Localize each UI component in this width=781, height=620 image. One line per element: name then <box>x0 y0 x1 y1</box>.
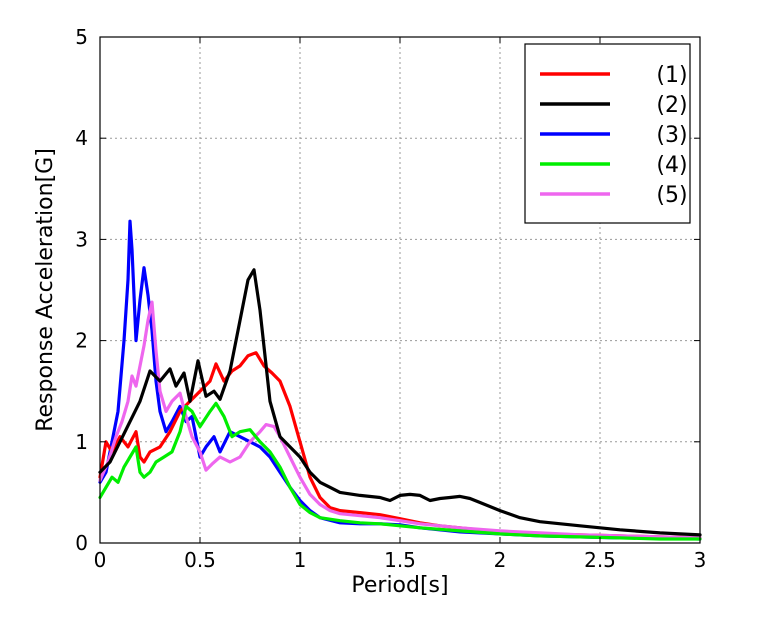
series-line-1 <box>98 351 702 540</box>
x-tick-label: 3 <box>694 548 707 572</box>
y-tick-label: 1 <box>75 430 88 454</box>
x-tick-label: 1.5 <box>384 548 416 572</box>
legend: (1) (2) (3) (4) (5) <box>524 43 691 224</box>
legend-label-1: (1) <box>656 63 687 88</box>
y-tick-label: 4 <box>75 126 88 150</box>
x-tick-label: 1 <box>294 548 307 572</box>
y-tick-label: 5 <box>75 25 88 49</box>
legend-label-2: (2) <box>656 93 687 118</box>
x-axis-title: Period[s] <box>351 573 448 598</box>
x-tick-label: 0.5 <box>184 548 216 572</box>
x-tick-label: 0 <box>94 548 107 572</box>
tick-labels: 0 0.5 1 1.5 2 2.5 3 0 1 2 3 4 5 <box>75 25 706 572</box>
x-tick-label: 2 <box>494 548 507 572</box>
y-axis-title: Response Acceleration[G] <box>33 148 58 432</box>
series-line-4 <box>98 401 702 541</box>
legend-label-3: (3) <box>656 123 687 148</box>
legend-label-5: (5) <box>656 183 687 208</box>
series-lines <box>98 219 702 541</box>
x-tick-label: 2.5 <box>584 548 616 572</box>
series-line-2 <box>98 268 702 537</box>
y-tick-label: 0 <box>75 531 88 555</box>
y-tick-label: 3 <box>75 227 88 251</box>
legend-label-4: (4) <box>656 153 687 178</box>
y-tick-label: 2 <box>75 329 88 353</box>
series-line-5 <box>98 300 702 540</box>
